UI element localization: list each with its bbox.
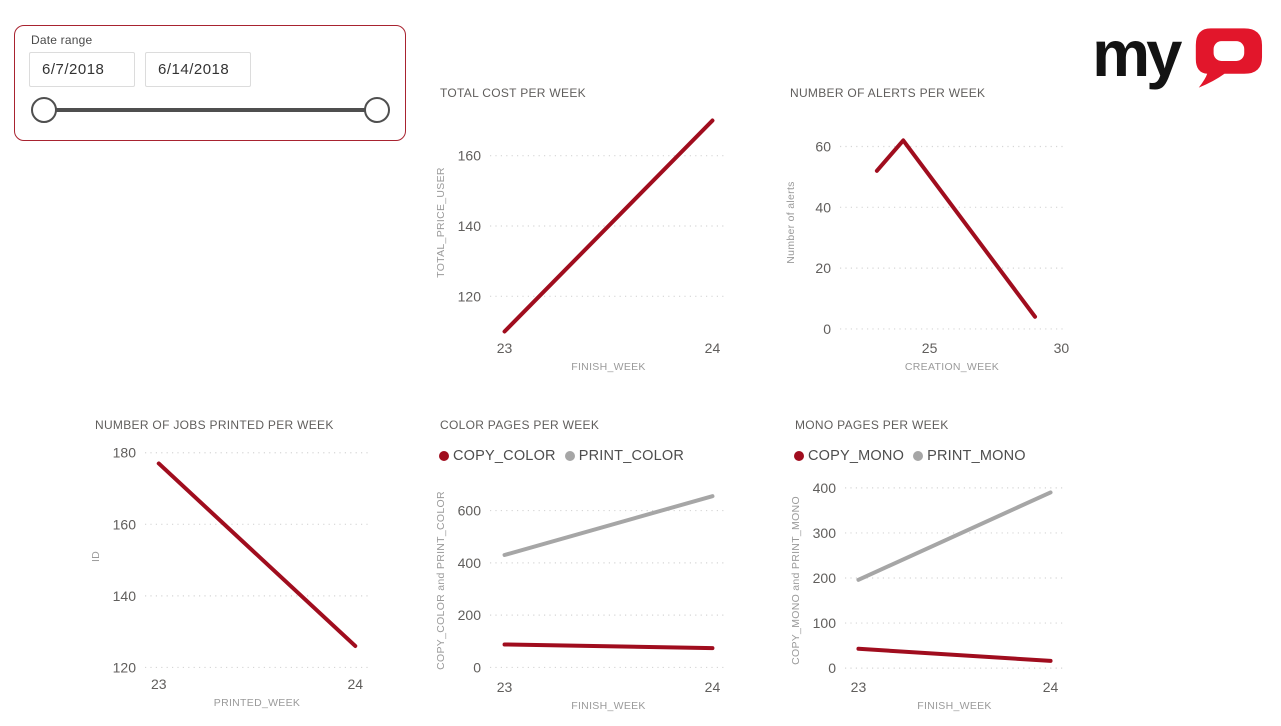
chart-plot[interactable]: 0 20 40 60 25 30 CREATION_WEEK Number of alerts [780, 80, 1082, 377]
x-axis-title: PRINTED_WEEK [214, 697, 300, 709]
chart-number-of-alerts-per-week: 0 20 40 60 25 30 CREATION_WEEK Number of alerts… [780, 80, 1082, 377]
x-axis-title: CREATION_WEEK [905, 361, 999, 373]
legend-dot [794, 451, 804, 461]
chart-canvas[interactable]: 120 140 160 180 23 24 PRINTED_WEEK ID [85, 412, 387, 713]
chart-plot[interactable]: 0 200 400 600 23 24 FINISH_WEEK COPY_COLOR and … [430, 412, 745, 716]
x-tick-label: 24 [705, 340, 721, 356]
chart-title: NUMBER OF JOBS PRINTED PER WEEK [95, 418, 334, 432]
chart-plot[interactable]: 120 140 160 180 23 24 PRINTED_WEEK ID [85, 412, 387, 713]
legend-label: COPY_MONO [808, 448, 905, 464]
legend-label: PRINT_COLOR [578, 448, 685, 464]
legend-label: PRINT_MONO [927, 448, 1026, 464]
x-axis-title: FINISH_WEEK [571, 700, 645, 712]
myq-logo: my [1092, 17, 1264, 90]
y-tick-label: 160 [458, 148, 482, 164]
chart-mono-pages-per-week: 0 100 200 300 400 23 24 FINISH_WEEK COPY_MONO an… [785, 412, 1082, 716]
chart-plot[interactable]: 120 140 160 23 24 FINISH_WEEK TOTAL_PRICE_USER [430, 80, 745, 377]
chart-total-cost-per-week: 120 140 160 23 24 FINISH_WEEK TOTAL_PRICE_USER… [430, 80, 745, 377]
date-inputs [29, 52, 251, 87]
y-tick-label: 600 [458, 503, 482, 519]
x-tick-label: 24 [1043, 679, 1059, 695]
y-tick-label: 200 [458, 607, 482, 623]
date-range-slider[interactable] [15, 96, 407, 124]
chart-number-of-jobs-printed-per-week: 120 140 160 180 23 24 PRINTED_WEEK ID NUMBER OF… [85, 412, 387, 713]
y-tick-label: 300 [813, 525, 837, 541]
start-date-input[interactable] [29, 52, 135, 87]
chart-title: COLOR PAGES PER WEEK [440, 418, 600, 432]
x-tick-label: 23 [497, 679, 513, 695]
y-tick-label: 120 [458, 288, 482, 304]
legend-item-COPY_MONO[interactable]: COPY_MONO [794, 448, 904, 464]
series-line-ID[interactable] [156, 461, 358, 648]
legend-dot [439, 451, 449, 461]
y-tick-label: 0 [473, 659, 481, 675]
y-tick-label: 180 [113, 445, 137, 461]
chart-plot[interactable]: 0 100 200 300 400 23 24 FINISH_WEEK COPY_MONO an… [785, 412, 1082, 716]
x-tick-label: 30 [1054, 340, 1070, 356]
x-tick-label: 24 [705, 679, 721, 695]
legend-label: COPY_COLOR [453, 448, 556, 464]
chart-title: TOTAL COST PER WEEK [440, 86, 586, 100]
legend-item-COPY_COLOR[interactable]: COPY_COLOR [439, 448, 556, 464]
y-tick-label: 120 [113, 659, 137, 675]
chart-title: NUMBER OF ALERTS PER WEEK [790, 86, 986, 100]
date-range-slicer: Date range [14, 25, 406, 141]
series-line-COPY_COLOR[interactable] [502, 642, 715, 651]
myq-logo-svg: my [1092, 17, 1263, 90]
y-tick-label: 60 [815, 138, 831, 154]
chart-canvas[interactable]: 0 100 200 300 400 23 24 FINISH_WEEK COPY_MONO an… [785, 412, 1082, 716]
x-tick-label: 23 [151, 676, 167, 692]
slider-handle-start[interactable] [31, 97, 57, 123]
chart-title: MONO PAGES PER WEEK [795, 418, 949, 432]
x-tick-label: 23 [497, 340, 513, 356]
legend-dot [913, 451, 924, 461]
series-line-PRINT_COLOR[interactable] [502, 494, 715, 557]
y-axis-title: COPY_MONO and PRINT_MONO [790, 496, 802, 665]
series-line-PRINT_MONO[interactable] [856, 490, 1053, 582]
y-tick-label: 400 [458, 555, 482, 571]
chart-legend: COPY_COLOR PRINT_COLOR [439, 448, 684, 464]
series-line-TOTAL_PRICE_USER[interactable] [502, 118, 715, 334]
y-tick-label: 40 [815, 199, 831, 215]
y-tick-label: 0 [828, 660, 836, 676]
slider-track[interactable] [44, 108, 377, 112]
x-tick-label: 24 [347, 676, 363, 692]
y-tick-label: 400 [813, 480, 837, 496]
chart-canvas[interactable]: 0 20 40 60 25 30 CREATION_WEEK Number of alerts [780, 80, 1082, 377]
chart-legend: COPY_MONO PRINT_MONO [794, 448, 1026, 464]
legend-item-PRINT_COLOR[interactable]: PRINT_COLOR [564, 448, 685, 464]
y-tick-label: 160 [113, 516, 137, 532]
chart-canvas[interactable]: 0 200 400 600 23 24 FINISH_WEEK COPY_COLOR and … [430, 412, 745, 716]
legend-item-PRINT_MONO[interactable]: PRINT_MONO [913, 448, 1026, 464]
logo-my-text: my [1096, 22, 1182, 90]
chart-canvas[interactable]: 120 140 160 23 24 FINISH_WEEK TOTAL_PRICE_USER [430, 80, 745, 377]
y-tick-label: 0 [823, 321, 831, 337]
x-axis-title: FINISH_WEEK [917, 700, 991, 712]
y-axis-title: TOTAL_PRICE_USER [435, 167, 447, 278]
end-date-input[interactable] [145, 52, 251, 87]
x-axis-title: FINISH_WEEK [571, 361, 645, 373]
series-line-COPY_MONO[interactable] [856, 646, 1053, 663]
y-axis-title: COPY_COLOR and PRINT_COLOR [435, 491, 447, 670]
series-line-Number of alerts[interactable] [874, 138, 1038, 319]
date-range-label: Date range [31, 33, 93, 47]
chart-color-pages-per-week: 0 200 400 600 23 24 FINISH_WEEK COPY_COLOR and … [430, 412, 745, 716]
y-tick-label: 140 [113, 588, 137, 604]
y-axis-title: Number of alerts [785, 181, 797, 263]
logo-q-hole [1213, 41, 1245, 61]
y-tick-label: 100 [813, 615, 837, 631]
y-tick-label: 140 [458, 218, 482, 234]
x-tick-label: 23 [851, 679, 867, 695]
x-tick-label: 25 [922, 340, 938, 356]
legend-dot [564, 451, 575, 461]
y-tick-label: 200 [813, 570, 837, 586]
y-axis-title: ID [90, 551, 102, 562]
y-tick-label: 20 [815, 260, 831, 276]
slider-handle-end[interactable] [364, 97, 390, 123]
